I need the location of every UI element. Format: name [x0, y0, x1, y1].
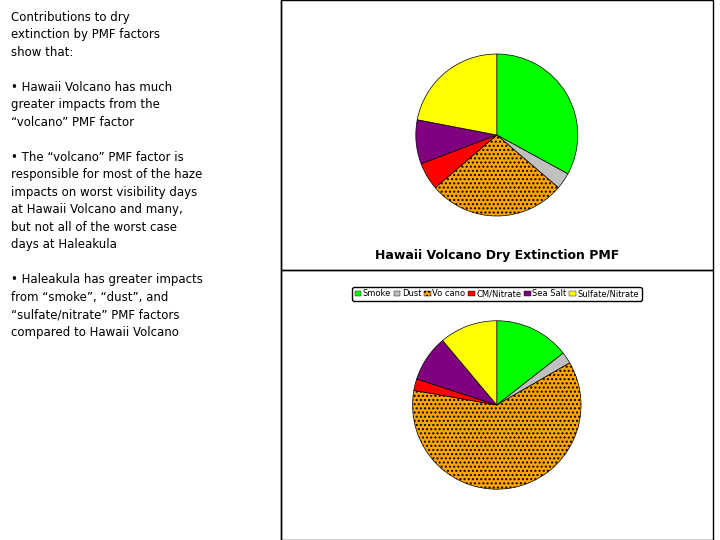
Wedge shape	[416, 120, 497, 164]
Wedge shape	[497, 321, 563, 405]
Wedge shape	[414, 379, 497, 405]
Wedge shape	[418, 54, 497, 135]
Text: Contributions to dry
extinction by PMF factors
show that:

• Hawaii Volcano has : Contributions to dry extinction by PMF f…	[11, 11, 203, 339]
Wedge shape	[436, 135, 558, 216]
Wedge shape	[413, 363, 581, 489]
Wedge shape	[421, 135, 497, 188]
Title: Hawaii Volcano Dry Extinction PMF: Hawaii Volcano Dry Extinction PMF	[374, 249, 619, 262]
Wedge shape	[497, 54, 578, 174]
Wedge shape	[497, 353, 570, 405]
Legend: Smoke, Dust, Vo cano, CM/Nitrate, Sea Salt, Sulfate/Nitrate: Smoke, Dust, Vo cano, CM/Nitrate, Sea Sa…	[352, 287, 642, 301]
Wedge shape	[497, 135, 568, 188]
Wedge shape	[417, 340, 497, 405]
Wedge shape	[443, 321, 497, 405]
